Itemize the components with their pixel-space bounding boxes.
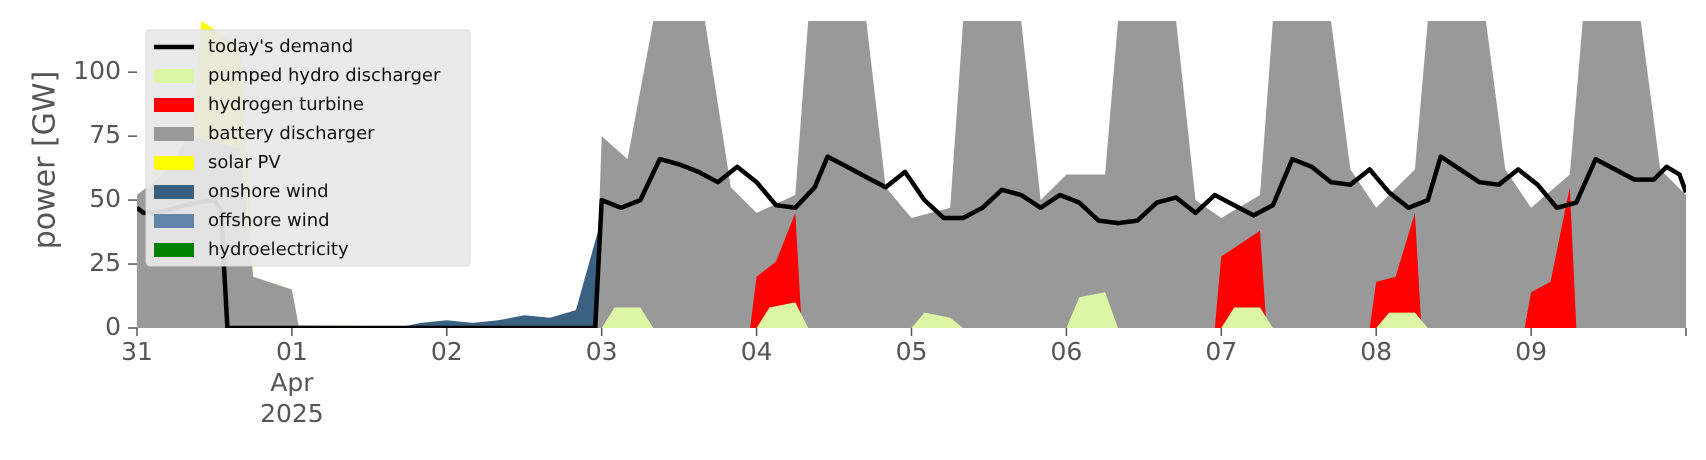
x-tick-label: 02 xyxy=(431,337,463,366)
line-layer xyxy=(137,154,1686,328)
x-tick-label: 31 xyxy=(121,337,153,366)
legend-swatch xyxy=(154,98,194,112)
legend-swatch xyxy=(154,214,194,228)
legend-label: hydrogen turbine xyxy=(208,94,364,115)
series-area-battery-discharger xyxy=(137,21,1686,328)
series-line-today-s-demand xyxy=(137,154,1686,328)
x-tick-label: 07 xyxy=(1205,337,1237,366)
x-tick-label: Apr xyxy=(270,368,314,397)
x-tick-label: 01 xyxy=(276,337,308,366)
legend-label: solar PV xyxy=(208,152,281,173)
x-tick-label: 2025 xyxy=(260,399,324,428)
legend-label: today's demand xyxy=(208,36,353,57)
y-tick-label: 25 xyxy=(89,248,121,277)
legend-item-onshore-wind: onshore wind xyxy=(154,181,329,202)
legend-item-hydroelectricity: hydroelectricity xyxy=(154,239,349,260)
x-tick-label: 09 xyxy=(1515,337,1547,366)
y-tick-label: 50 xyxy=(89,184,121,213)
x-tick-label: 04 xyxy=(741,337,773,366)
legend-item-today-s-demand: today's demand xyxy=(154,36,353,57)
legend-swatch xyxy=(154,69,194,83)
legend-label: hydroelectricity xyxy=(208,239,349,260)
legend-swatch xyxy=(154,185,194,199)
legend-label: onshore wind xyxy=(208,181,329,202)
legend-item-solar-pv: solar PV xyxy=(154,152,281,173)
legend-item-pumped-hydro-discharger: pumped hydro discharger xyxy=(154,65,441,86)
series-area-hydrogen-turbine xyxy=(750,187,1577,328)
legend-box xyxy=(145,29,471,267)
legend-swatch xyxy=(154,243,194,257)
y-tick-label: 75 xyxy=(89,120,121,149)
legend: today's demand pumped hydro discharger hyd… xyxy=(145,29,471,267)
x-tick-label: 08 xyxy=(1360,337,1392,366)
x-tick-label: 03 xyxy=(586,337,618,366)
legend-item-battery-discharger: battery discharger xyxy=(154,123,375,144)
legend-item-offshore-wind: offshore wind xyxy=(154,210,330,231)
legend-label: pumped hydro discharger xyxy=(208,65,441,86)
y-tick-label: 100 xyxy=(73,56,121,85)
legend-swatch xyxy=(154,127,194,141)
legend-swatch xyxy=(154,156,194,170)
legend-label: offshore wind xyxy=(208,210,330,231)
x-tick-label: 06 xyxy=(1050,337,1082,366)
y-tick-label: 0 xyxy=(105,312,121,341)
y-axis-label: power [GW] xyxy=(28,71,63,250)
legend-label: battery discharger xyxy=(208,123,375,144)
area-layer xyxy=(137,21,1686,328)
x-tick-label: 05 xyxy=(896,337,928,366)
legend-item-hydrogen-turbine: hydrogen turbine xyxy=(154,94,364,115)
